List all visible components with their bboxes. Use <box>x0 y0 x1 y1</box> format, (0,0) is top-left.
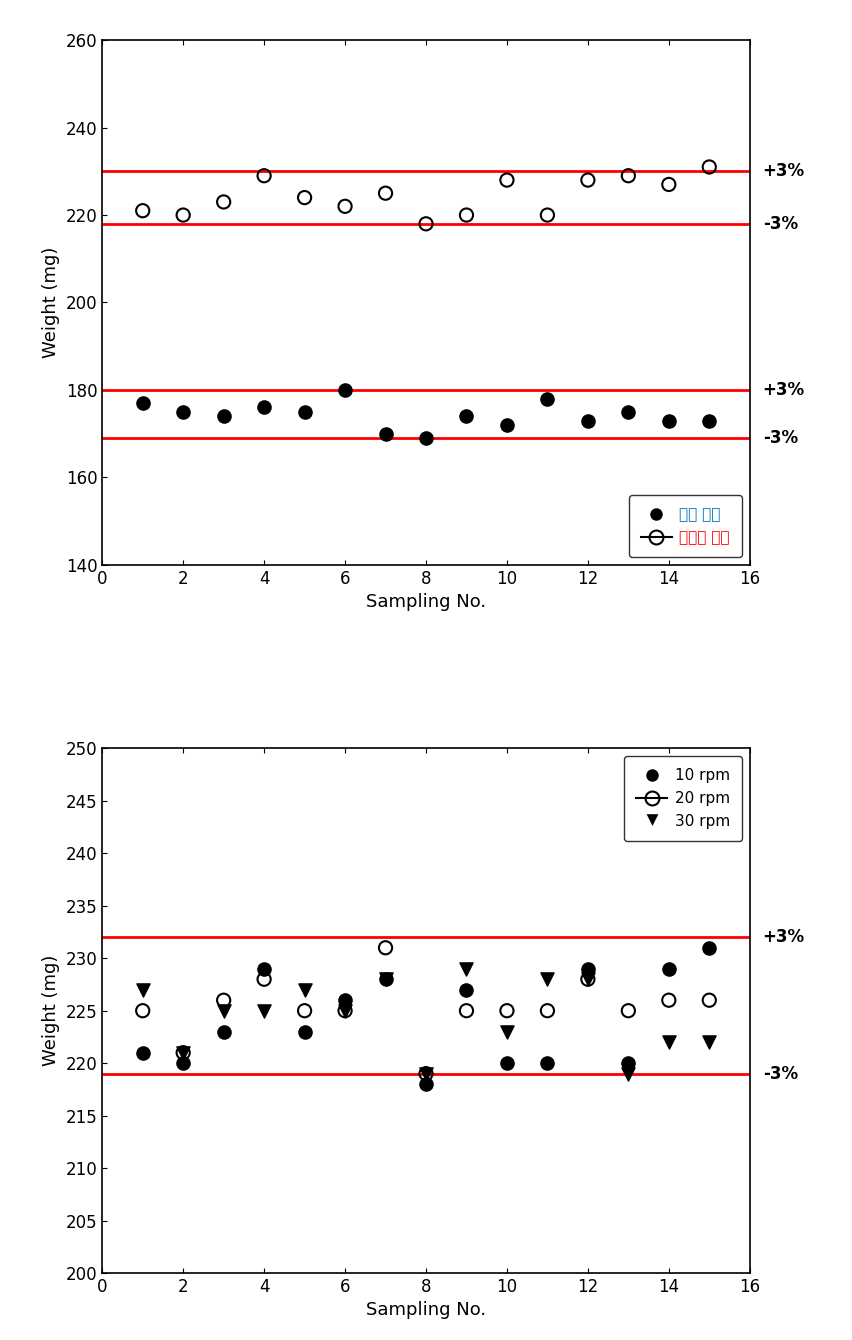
Point <box>662 1032 676 1053</box>
Point <box>257 397 271 418</box>
Legend: 10 rpm, 20 rpm, 30 rpm: 10 rpm, 20 rpm, 30 rpm <box>625 756 742 840</box>
Point <box>298 1000 312 1021</box>
Point <box>702 157 716 178</box>
Point <box>378 969 392 990</box>
Point <box>216 1000 230 1021</box>
Point <box>622 1052 636 1073</box>
Point <box>662 410 676 431</box>
Point <box>176 401 190 422</box>
Point <box>135 393 150 414</box>
Y-axis label: Weight (mg): Weight (mg) <box>42 955 60 1067</box>
Y-axis label: Weight (mg): Weight (mg) <box>42 247 60 358</box>
Point <box>338 1000 352 1021</box>
Point <box>176 1043 190 1064</box>
Point <box>257 1000 271 1021</box>
Point <box>257 958 271 980</box>
Point <box>540 969 554 990</box>
Point <box>460 958 474 980</box>
Point <box>460 1000 474 1021</box>
Point <box>135 1043 150 1064</box>
Text: -3%: -3% <box>763 429 797 448</box>
Point <box>419 1063 433 1084</box>
Text: +3%: +3% <box>763 381 805 399</box>
Point <box>298 980 312 1001</box>
Point <box>216 406 230 427</box>
Point <box>378 937 392 958</box>
Text: +3%: +3% <box>763 162 805 181</box>
Point <box>419 1073 433 1095</box>
Point <box>338 196 352 217</box>
Point <box>216 1021 230 1043</box>
Legend: 알웈 저울, 동에물 저울: 알웈 저울, 동에물 저울 <box>629 494 742 557</box>
Point <box>540 1000 554 1021</box>
Point <box>622 165 636 186</box>
Point <box>176 1043 190 1064</box>
Point <box>298 401 312 422</box>
Point <box>135 980 150 1001</box>
Point <box>378 182 392 204</box>
Point <box>460 980 474 1001</box>
Point <box>378 423 392 445</box>
Point <box>622 1063 636 1084</box>
Point <box>662 174 676 196</box>
Point <box>257 969 271 990</box>
Point <box>338 989 352 1010</box>
Point <box>702 1032 716 1053</box>
Text: +3%: +3% <box>763 929 805 946</box>
Point <box>419 1063 433 1084</box>
Point <box>338 1000 352 1021</box>
Point <box>702 410 716 431</box>
Point <box>338 379 352 401</box>
Point <box>622 401 636 422</box>
Point <box>581 969 595 990</box>
Point <box>135 200 150 221</box>
Point <box>500 1052 514 1073</box>
Point <box>257 165 271 186</box>
X-axis label: Sampling No.: Sampling No. <box>366 1301 486 1320</box>
Point <box>216 989 230 1010</box>
X-axis label: Sampling No.: Sampling No. <box>366 594 486 611</box>
Point <box>581 410 595 431</box>
Point <box>460 406 474 427</box>
Point <box>500 1021 514 1043</box>
Point <box>135 1000 150 1021</box>
Point <box>176 1052 190 1073</box>
Point <box>702 937 716 958</box>
Point <box>500 1000 514 1021</box>
Point <box>581 169 595 190</box>
Point <box>540 389 554 410</box>
Point <box>460 204 474 225</box>
Point <box>176 204 190 225</box>
Point <box>702 989 716 1010</box>
Point <box>581 958 595 980</box>
Point <box>540 1052 554 1073</box>
Point <box>500 414 514 436</box>
Point <box>216 192 230 213</box>
Point <box>662 989 676 1010</box>
Point <box>581 969 595 990</box>
Point <box>419 427 433 449</box>
Point <box>419 213 433 234</box>
Point <box>500 169 514 190</box>
Point <box>378 969 392 990</box>
Point <box>622 1000 636 1021</box>
Point <box>540 204 554 225</box>
Point <box>298 1021 312 1043</box>
Point <box>662 958 676 980</box>
Text: -3%: -3% <box>763 214 797 233</box>
Text: -3%: -3% <box>763 1065 797 1083</box>
Point <box>298 186 312 208</box>
